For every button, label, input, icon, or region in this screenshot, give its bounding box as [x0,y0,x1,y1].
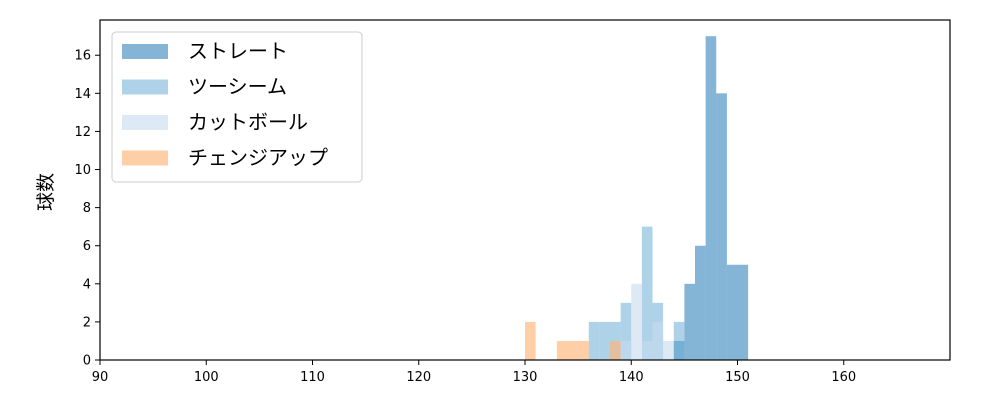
bar-2-1 [588,321,600,360]
x-tick-label: 120 [406,370,431,385]
bar-3-2 [620,340,632,360]
bar-4-1 [525,321,536,360]
y-tick-label: 16 [74,49,91,64]
bar-1-5 [716,93,727,360]
bar-2-4 [620,302,632,360]
x-tick-label: 140 [619,370,644,385]
y-tick-label: 12 [74,125,91,140]
legend-swatch [122,115,168,130]
legend-label: ストレート [188,39,288,63]
bar-3-3 [631,283,642,360]
y-tick-label: 0 [83,354,91,369]
bar-4-2 [556,340,568,360]
legend-swatch [122,150,168,166]
legend-box [111,31,363,183]
x-tick-label: 150 [725,370,750,385]
legend-swatch [122,44,168,59]
x-tick-label: 100 [194,370,219,385]
y-tick-label: 8 [83,201,91,216]
y-tick-label: 4 [83,277,91,292]
legend-label: ツーシーム [188,75,287,99]
bar-4-3 [567,340,579,360]
x-tick-label: 90 [92,370,109,385]
bar-4-4 [578,340,589,360]
y-tick-label: 6 [83,239,91,254]
bar-3-4 [641,340,653,360]
y-axis-label: 球数 [35,173,57,211]
bars-layer [525,36,749,360]
bar-3-5 [652,321,664,360]
bar-1-7 [737,264,749,360]
legend-swatch [122,79,168,95]
bar-1-4 [705,36,717,360]
y-tick-label: 10 [74,163,91,178]
y-tick-label: 14 [74,87,91,102]
bar-2-7 [673,321,685,360]
bar-3-6 [663,340,674,360]
y-axis: 0 2 4 6 8 10 12 14 16 [74,49,100,369]
bar-1-3 [695,245,706,360]
legend-label: チェンジアップ [188,146,328,170]
bar-1-2 [684,283,695,360]
bar-2-5 [641,226,653,360]
bar-4-5 [610,340,621,360]
bar-2-2 [599,321,610,360]
x-axis: 90 100 110 120 130 140 150 160 [92,360,856,385]
x-tick-label: 160 [831,370,856,385]
y-tick-label: 2 [83,315,91,330]
bar-1-6 [726,264,738,360]
x-tick-label: 110 [300,370,325,385]
legend-label: カットボール [188,110,308,134]
x-tick-label: 130 [513,370,538,385]
